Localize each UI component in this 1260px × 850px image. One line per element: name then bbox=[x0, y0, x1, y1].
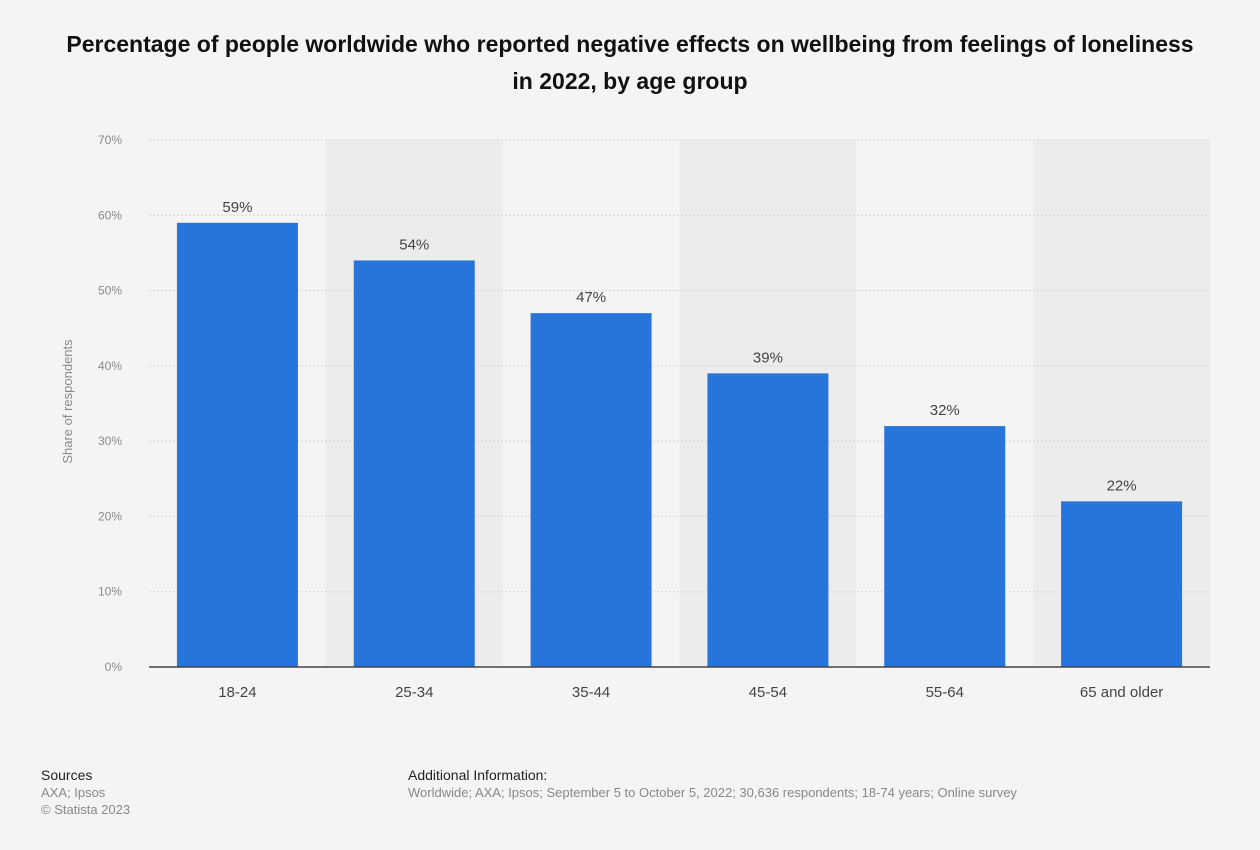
y-tick-label: 40% bbox=[98, 359, 122, 373]
value-labels: 59% 54% 47% 39% 32% 22% bbox=[222, 199, 1136, 495]
x-tick-label: 45-54 bbox=[749, 684, 787, 701]
y-tick-label: 20% bbox=[98, 509, 122, 523]
value-label: 32% bbox=[930, 402, 960, 419]
x-tick-label: 55-64 bbox=[926, 684, 964, 701]
y-tick-label: 60% bbox=[98, 208, 122, 222]
y-axis-label: Share of respondents bbox=[60, 339, 75, 464]
y-tick-label: 0% bbox=[105, 660, 123, 674]
x-tick-label: 18-24 bbox=[218, 684, 256, 701]
value-label: 54% bbox=[399, 236, 429, 253]
value-label: 59% bbox=[222, 199, 252, 216]
sources-line-2: © Statista 2023 bbox=[41, 802, 131, 817]
value-label: 22% bbox=[1107, 477, 1137, 494]
chart-title: Percentage of people worldwide who repor… bbox=[66, 31, 1194, 94]
additional-info-block: Additional Information: Worldwide; AXA; … bbox=[408, 767, 1017, 801]
y-tick-label: 50% bbox=[98, 284, 122, 298]
bar[interactable] bbox=[884, 426, 1006, 667]
y-tick-label: 10% bbox=[98, 585, 122, 599]
value-label: 39% bbox=[753, 349, 783, 366]
sources-heading: Sources bbox=[41, 767, 93, 783]
sources-line-1[interactable]: AXA; Ipsos bbox=[41, 785, 106, 800]
y-tick-label: 30% bbox=[98, 434, 122, 448]
bar[interactable] bbox=[530, 313, 652, 667]
gridlines bbox=[149, 139, 1210, 593]
x-tick-label: 35-44 bbox=[572, 684, 610, 701]
x-tick-label: 65 and older bbox=[1080, 684, 1163, 701]
sources-block: Sources AXA; Ipsos © Statista 2023 bbox=[41, 767, 130, 818]
y-tick-label: 70% bbox=[98, 133, 122, 147]
bar[interactable] bbox=[707, 373, 829, 667]
bar[interactable] bbox=[1061, 501, 1183, 667]
bar[interactable] bbox=[176, 222, 298, 668]
additional-info-text: Worldwide; AXA; Ipsos; September 5 to Oc… bbox=[408, 785, 1017, 800]
additional-info-heading: Additional Information: bbox=[408, 767, 548, 783]
bar[interactable] bbox=[353, 260, 475, 667]
y-axis-ticks: 0% 10% 20% 30% 40% 50% 60% 70% bbox=[98, 133, 122, 674]
value-label: 47% bbox=[576, 289, 606, 306]
x-axis-ticks: 18-24 25-34 35-44 45-54 55-64 65 and older bbox=[218, 684, 1163, 701]
x-tick-label: 25-34 bbox=[395, 684, 433, 701]
bars bbox=[176, 222, 1183, 668]
